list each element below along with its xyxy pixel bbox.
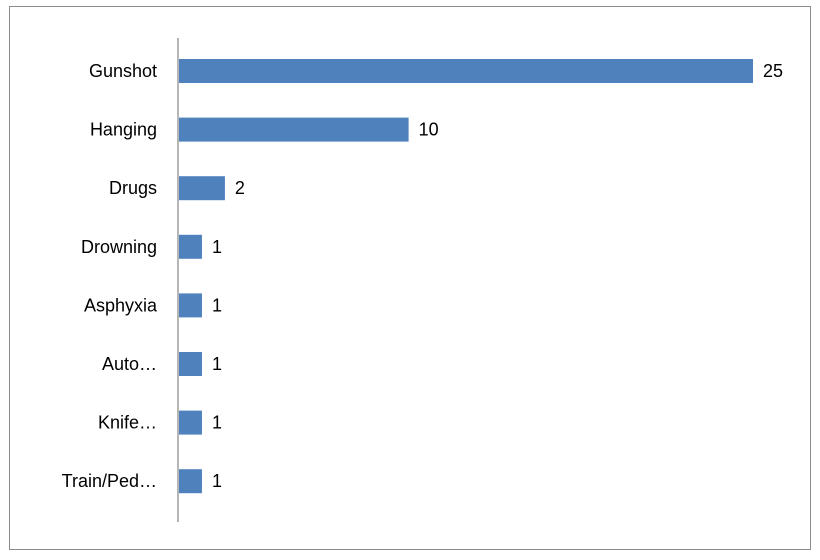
bar-0 bbox=[179, 59, 753, 83]
category-label: Knife… bbox=[98, 413, 157, 433]
bar-5 bbox=[179, 352, 202, 376]
category-label: Drugs bbox=[109, 178, 157, 198]
value-label: 1 bbox=[212, 354, 222, 374]
value-label: 1 bbox=[212, 237, 222, 257]
category-label: Hanging bbox=[90, 120, 157, 140]
category-label: Asphyxia bbox=[84, 295, 158, 315]
category-label: Train/Ped… bbox=[62, 471, 157, 491]
category-label: Gunshot bbox=[89, 61, 157, 81]
value-label: 1 bbox=[212, 471, 222, 491]
bars-layer bbox=[179, 59, 753, 493]
value-label: 1 bbox=[212, 413, 222, 433]
category-label: Auto… bbox=[102, 354, 157, 374]
bar-1 bbox=[179, 118, 409, 142]
labels-layer: Gunshot 25 Hanging 10 Drugs 2 Drowning 1 Asphyxi… bbox=[62, 61, 783, 491]
value-label: 10 bbox=[419, 120, 439, 140]
value-label: 2 bbox=[235, 178, 245, 198]
bar-6 bbox=[179, 411, 202, 435]
bar-2 bbox=[179, 176, 225, 200]
value-label: 25 bbox=[763, 61, 783, 81]
bar-7 bbox=[179, 469, 202, 493]
category-label: Drowning bbox=[81, 237, 157, 257]
bar-4 bbox=[179, 293, 202, 317]
value-label: 1 bbox=[212, 295, 222, 315]
bar-3 bbox=[179, 235, 202, 259]
